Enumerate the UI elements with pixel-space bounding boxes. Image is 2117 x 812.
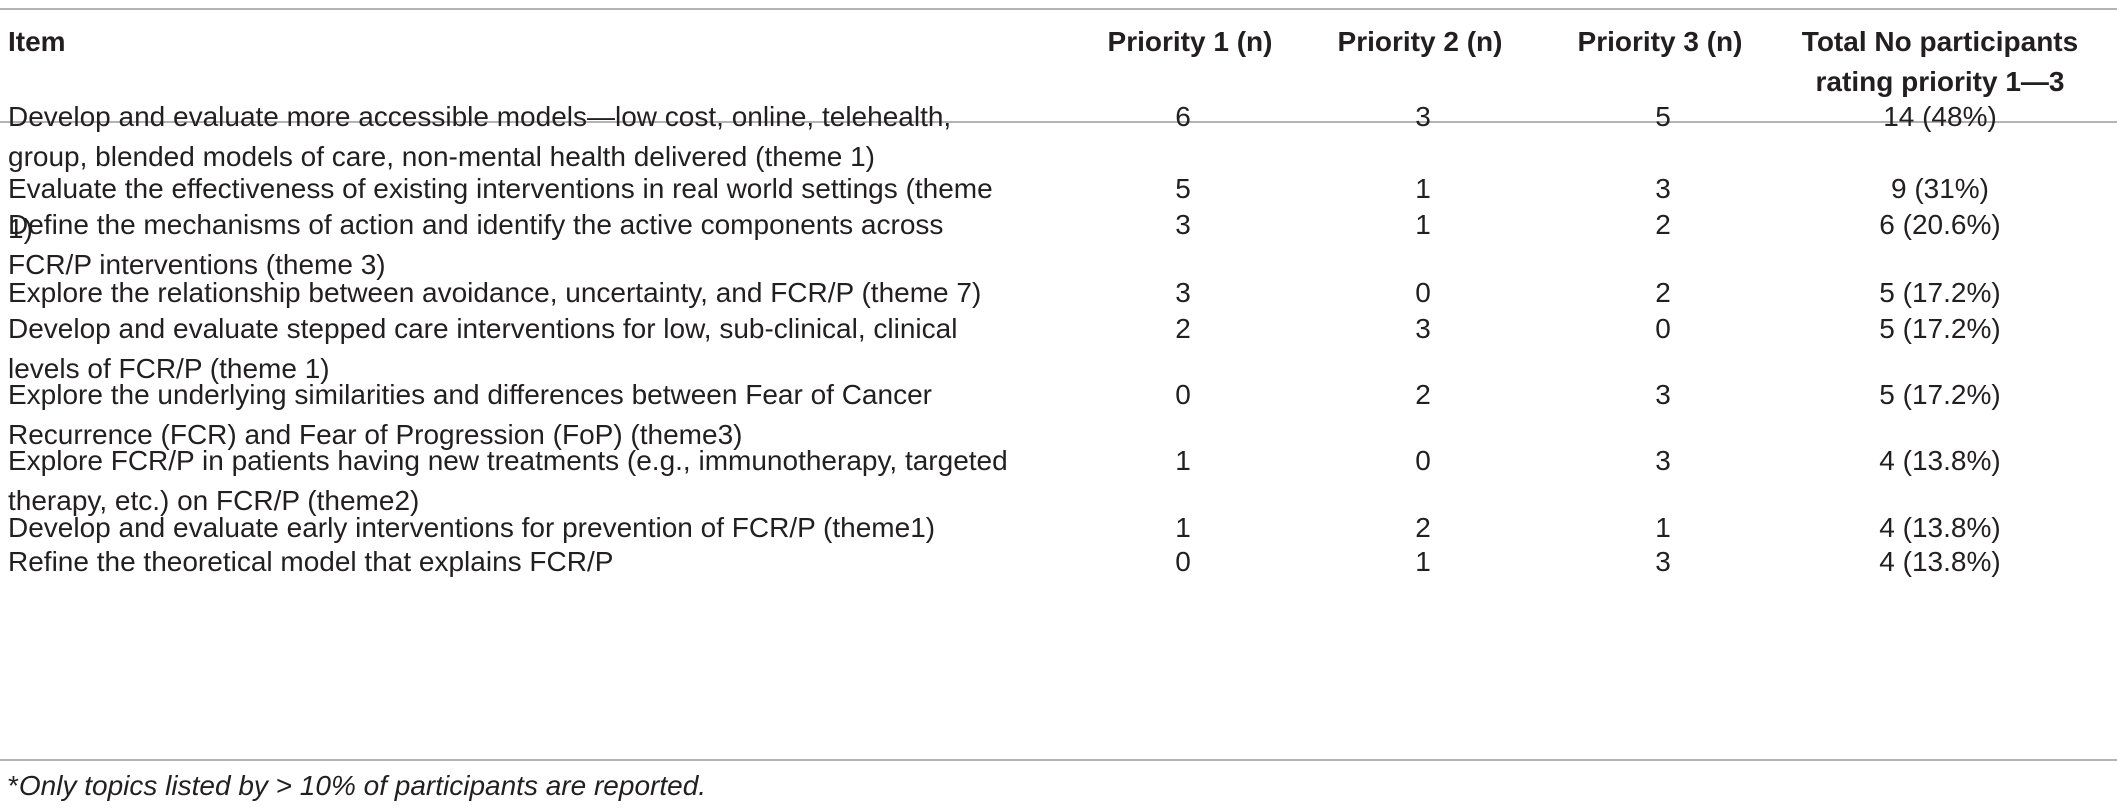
- row-total: 4 (13.8%): [1879, 445, 2001, 476]
- row-item-line1: Explore the underlying similarities and …: [8, 379, 932, 410]
- row-item-line1: Develop and evaluate early interventions…: [8, 512, 936, 543]
- row-priority-1: 5: [1175, 173, 1191, 204]
- row-total: 5 (17.2%): [1879, 379, 2001, 410]
- row-total: 6 (20.6%): [1879, 209, 2001, 240]
- footnote-text: Only topics listed by > 10% of participa…: [18, 770, 707, 801]
- row-priority-3: 1: [1655, 512, 1671, 543]
- row-priority-1: 1: [1175, 445, 1191, 476]
- row-priority-1: 3: [1175, 209, 1191, 240]
- header-priority-1: Priority 1 (n): [1107, 26, 1273, 57]
- row-item-line2: therapy, etc.) on FCR/P (theme2): [8, 485, 420, 516]
- table-header: Item Priority 1 (n) Priority 2 (n) Prior…: [0, 8, 2117, 121]
- row-item: Explore the relationship between avoidan…: [8, 273, 1008, 313]
- row-total: 4 (13.8%): [1879, 546, 2001, 577]
- table-footnote: *Only topics listed by > 10% of particip…: [8, 766, 706, 806]
- row-priority-3: 5: [1655, 101, 1671, 132]
- header-total-line1: Total No participants: [1801, 26, 2079, 57]
- header-item: Item: [8, 26, 66, 57]
- row-priority-2: 2: [1415, 379, 1431, 410]
- footnote-marker: *: [8, 770, 19, 801]
- row-total: 5 (17.2%): [1879, 313, 2001, 344]
- row-priority-2: 3: [1415, 101, 1431, 132]
- table-top-rule: [0, 8, 2117, 10]
- row-total: 14 (48%): [1883, 101, 1997, 132]
- row-priority-3: 3: [1655, 546, 1671, 577]
- row-priority-2: 2: [1415, 512, 1431, 543]
- row-priority-3: 0: [1655, 313, 1671, 344]
- row-priority-1: 0: [1175, 546, 1191, 577]
- row-priority-1: 2: [1175, 313, 1191, 344]
- row-priority-2: 1: [1415, 173, 1431, 204]
- row-item: Develop and evaluate more accessible mod…: [8, 97, 1008, 177]
- row-priority-3: 3: [1655, 173, 1671, 204]
- row-priority-2: 3: [1415, 313, 1431, 344]
- header-total-line2: rating priority 1—3: [1815, 66, 2065, 97]
- row-item: Develop and evaluate early interventions…: [8, 508, 1008, 548]
- row-priority-2: 1: [1415, 209, 1431, 240]
- row-item-line1: Refine the theoretical model that explai…: [8, 546, 614, 577]
- row-priority-2: 0: [1415, 277, 1431, 308]
- row-priority-2: 0: [1415, 445, 1431, 476]
- row-item-line1: Develop and evaluate stepped care interv…: [8, 313, 958, 344]
- row-item: Define the mechanisms of action and iden…: [8, 205, 1008, 285]
- row-item-line2: group, blended models of care, non-menta…: [8, 141, 875, 172]
- row-item-line2: levels of FCR/P (theme 1): [8, 353, 330, 384]
- row-total: 9 (31%): [1890, 173, 1990, 204]
- row-item-line1: Develop and evaluate more accessible mod…: [8, 101, 952, 132]
- header-priority-3: Priority 3 (n): [1577, 26, 1743, 57]
- row-priority-2: 1: [1415, 546, 1431, 577]
- row-priority-1: 1: [1175, 512, 1191, 543]
- table-bottom-rule: [0, 759, 2117, 761]
- row-total: 5 (17.2%): [1879, 277, 2001, 308]
- row-item: Refine the theoretical model that explai…: [8, 542, 1008, 582]
- row-total: 4 (13.8%): [1879, 512, 2001, 543]
- row-priority-1: 6: [1175, 101, 1191, 132]
- row-item-line1: Evaluate the effectiveness of existing i…: [8, 173, 993, 244]
- row-priority-3: 2: [1655, 209, 1671, 240]
- header-total: Total No participants rating priority 1—…: [1770, 22, 2110, 102]
- row-priority-1: 3: [1175, 277, 1191, 308]
- row-item: Evaluate the effectiveness of existing i…: [8, 169, 1008, 249]
- header-priority-2: Priority 2 (n): [1337, 26, 1503, 57]
- row-item: Develop and evaluate stepped care interv…: [8, 309, 1008, 389]
- row-priority-1: 0: [1175, 379, 1191, 410]
- row-item-line1: Explore FCR/P in patients having new tre…: [8, 445, 1008, 476]
- row-item-line1: Explore the relationship between avoidan…: [8, 277, 982, 308]
- row-priority-3: 2: [1655, 277, 1671, 308]
- row-item: Explore the underlying similarities and …: [8, 375, 1008, 455]
- row-item: Explore FCR/P in patients having new tre…: [8, 441, 1008, 521]
- row-item-line2: FCR/P interventions (theme 3): [8, 249, 386, 280]
- header-bottom-rule: [0, 121, 2117, 123]
- row-item-line2: Recurrence (FCR) and Fear of Progression…: [8, 419, 743, 450]
- row-item-line1: Define the mechanisms of action and iden…: [8, 209, 944, 240]
- row-priority-3: 3: [1655, 379, 1671, 410]
- row-priority-3: 3: [1655, 445, 1671, 476]
